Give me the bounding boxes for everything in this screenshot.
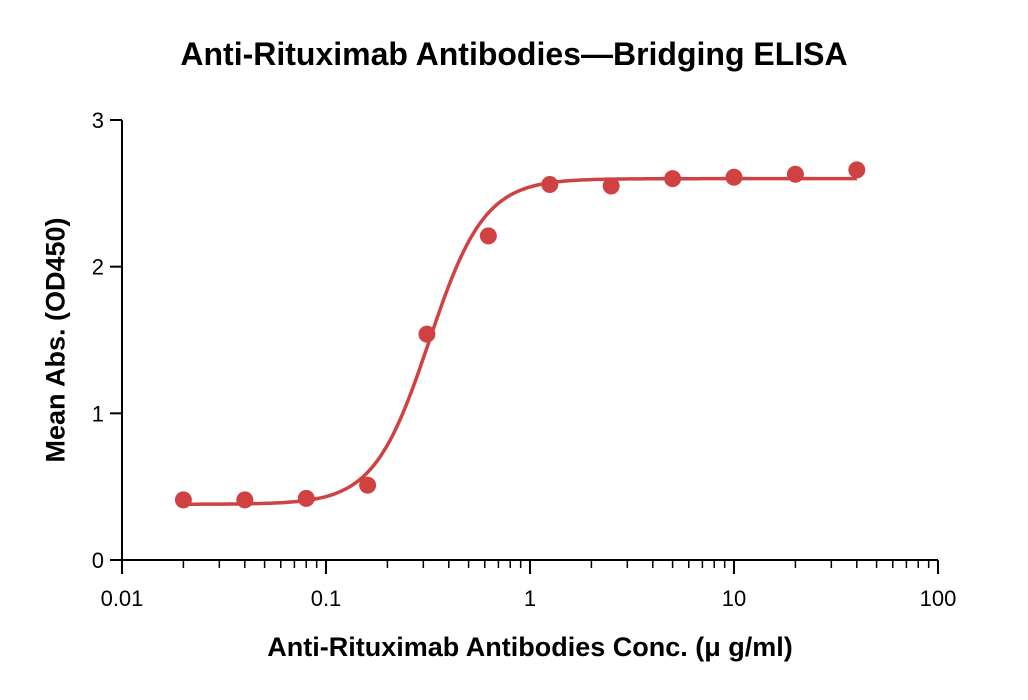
data-point	[541, 176, 559, 194]
x-tick-label: 0.01	[101, 586, 144, 611]
y-axis-label: Mean Abs. (OD450)	[40, 217, 71, 463]
fit-curve-layer	[183, 176, 857, 506]
x-tick-label: 100	[920, 586, 957, 611]
data-point	[725, 168, 743, 186]
y-tick-label: 1	[92, 401, 104, 426]
data-point	[359, 476, 377, 494]
fit-curve	[183, 176, 857, 506]
data-point	[479, 227, 497, 245]
x-axis-label: Anti-Rituximab Antibodies Conc. (μ g/ml)	[267, 632, 793, 662]
y-tick-label: 0	[92, 548, 104, 573]
y-tick-label: 2	[92, 255, 104, 280]
data-point	[174, 491, 192, 509]
chart-title: Anti-Rituximab Antibodies—Bridging ELISA	[180, 36, 848, 72]
axes: 0 1 2 3 0.01 0.1 1 10 100	[92, 108, 957, 611]
data-point	[297, 489, 315, 507]
x-tick-label: 0.1	[311, 586, 342, 611]
x-tick-label: 10	[722, 586, 746, 611]
y-axis-label-wrap: Mean Abs. (OD450)	[26, 120, 86, 560]
data-point	[664, 170, 682, 188]
data-point	[602, 177, 620, 195]
data-points-layer	[174, 161, 866, 509]
x-tick-label: 1	[524, 586, 536, 611]
data-point	[786, 165, 804, 183]
y-tick-label: 3	[92, 108, 104, 133]
data-point	[236, 491, 254, 509]
data-point	[418, 325, 436, 343]
data-point	[848, 161, 866, 179]
